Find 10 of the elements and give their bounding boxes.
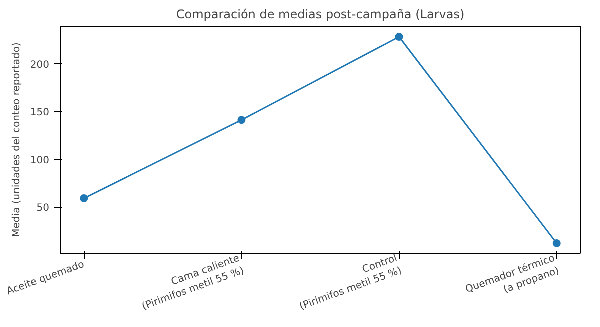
point bbox=[552, 239, 561, 248]
y-tick-label: 50 bbox=[36, 203, 50, 214]
y-tick-label: 100 bbox=[30, 155, 50, 166]
chart-title: Comparación de medias post-campaña (Larvas) bbox=[176, 8, 465, 22]
y-tick-label: 200 bbox=[30, 60, 50, 71]
y-tick-label: 150 bbox=[30, 108, 50, 119]
point bbox=[238, 116, 246, 124]
y-axis-title: Media (unidades del conteo reportado) bbox=[11, 42, 22, 238]
point bbox=[395, 33, 404, 42]
point bbox=[80, 194, 88, 203]
